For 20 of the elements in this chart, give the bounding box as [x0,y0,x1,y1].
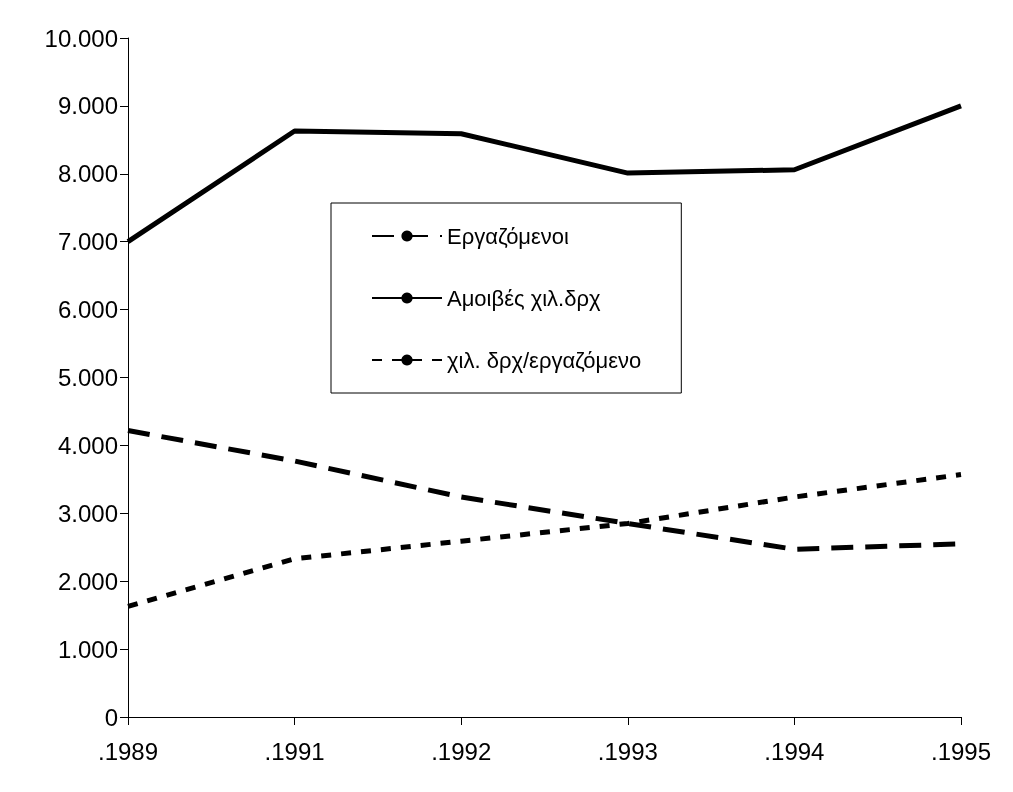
y-tick-label: 8.000 [57,160,118,188]
legend-label: χιλ. δρχ/εργαζόμενο [447,347,642,373]
y-tick-label: 10.000 [44,24,118,52]
x-tick-label: .1993 [597,737,658,765]
x-tick-label: .1989 [97,737,159,765]
y-tick-label: 4.000 [57,431,118,459]
y-tick-label: 7.000 [57,228,118,256]
legend-label: Αμοιβές χιλ.δρχ [447,285,601,311]
y-tick-label: 1.000 [57,635,118,663]
x-tick-label: .1991 [264,737,325,765]
x-tick-label: .1994 [764,737,825,765]
y-tick-label: 2.000 [57,567,118,595]
legend-label: Εργαζόμενοι [447,223,570,249]
y-tick-label: 9.000 [57,92,118,120]
x-tick-label: .1992 [431,737,492,765]
y-tick-label: 3.000 [57,499,118,527]
y-tick-label: 5.000 [57,364,118,391]
y-tick-label: 0 [104,703,118,731]
x-tick-label: .1995 [930,737,992,765]
y-tick-label: 6.000 [57,296,118,324]
